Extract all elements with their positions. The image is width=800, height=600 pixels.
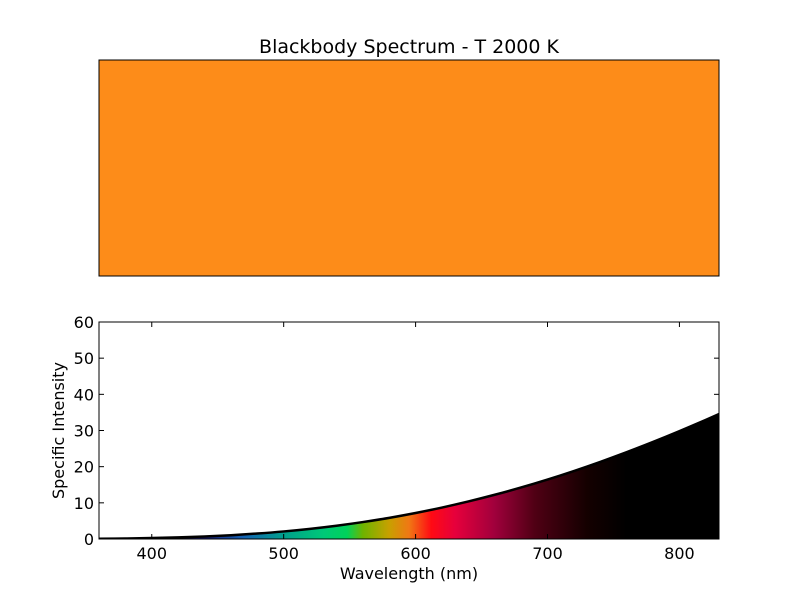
y-tick-label: 0 xyxy=(84,530,94,549)
y-tick-label: 30 xyxy=(74,422,94,441)
spectrum-fill-area xyxy=(99,414,719,539)
x-axis-label: Wavelength (nm) xyxy=(340,564,478,583)
y-tick-label: 20 xyxy=(74,458,94,477)
swatch-title: Blackbody Spectrum - T 2000 K xyxy=(259,36,559,58)
y-tick-label: 50 xyxy=(74,349,94,368)
x-tick-label: 600 xyxy=(400,544,431,563)
x-tick-label: 800 xyxy=(664,544,695,563)
x-axis-ticks: 400 500 600 700 800 xyxy=(136,322,695,563)
y-tick-label: 10 xyxy=(74,494,94,513)
x-tick-label: 500 xyxy=(268,544,299,563)
spectrum-curve-line xyxy=(99,412,719,539)
y-tick-label: 60 xyxy=(74,313,94,332)
x-tick-label: 700 xyxy=(532,544,563,563)
y-axis-label: Specific Intensity xyxy=(49,362,68,499)
y-axis-ticks: 0 10 20 30 40 50 60 xyxy=(74,313,719,549)
color-swatch xyxy=(98,59,720,277)
x-tick-label: 400 xyxy=(136,544,167,563)
spectrum-plot: 400 500 600 700 800 0 10 20 30 40 50 60 xyxy=(74,313,720,563)
y-tick-label: 40 xyxy=(74,385,94,404)
